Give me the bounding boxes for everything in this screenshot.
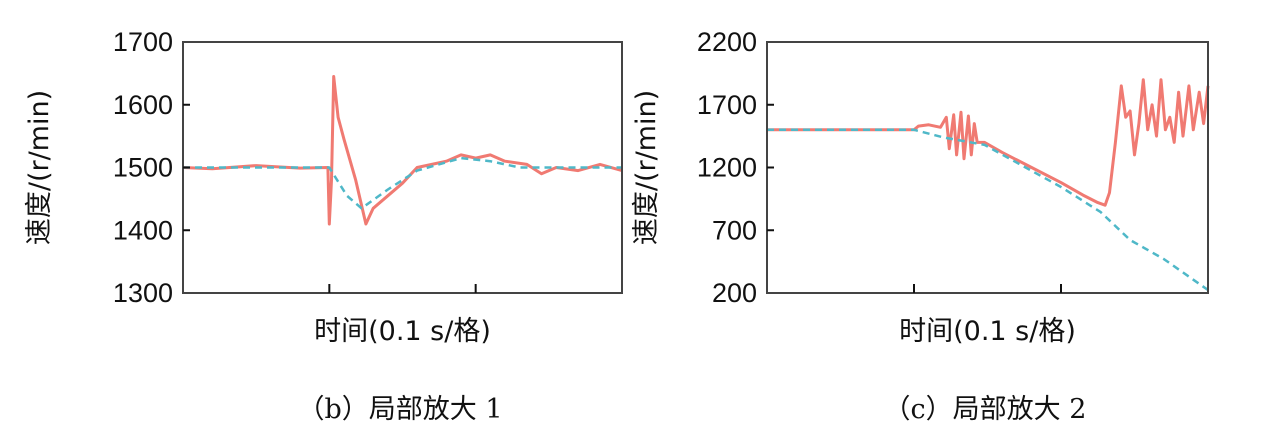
- series-line-reference: [183, 156, 622, 210]
- y-tick-label: 700: [712, 215, 757, 245]
- y-tick-label: 1600: [113, 90, 173, 120]
- y-tick-label: 1400: [113, 215, 173, 245]
- y-tick-label: 1500: [113, 153, 173, 183]
- x-axis-label: 时间(0.1 s/格): [314, 316, 491, 347]
- y-axis-label: 速度/(r/min): [24, 90, 55, 245]
- x-axis-label: 时间(0.1 s/格): [899, 316, 1076, 347]
- y-tick-label: 1700: [113, 27, 173, 57]
- series-line-measured: [182, 75, 623, 226]
- figure-caption: （b）局部放大 1: [297, 394, 502, 425]
- chart-1: 1300 1400 1500 1600 1700 时间(0.1 s/格) 速度/(r/min…: [24, 27, 623, 425]
- figure-caption: （c）局部放大 2: [884, 394, 1087, 425]
- y-tick-label: 1200: [697, 153, 757, 183]
- series-line-measured: [767, 78, 1210, 207]
- y-tick-label: 2200: [697, 27, 757, 57]
- y-tick-label: 200: [712, 278, 757, 308]
- series-line-reference: [767, 128, 1209, 292]
- y-tick-label: 1700: [697, 90, 757, 120]
- y-tick-label: 1300: [113, 278, 173, 308]
- chart-2: 200 700 1200 1700 2200 时间(0.1 s/格) 速度/(r/min) （…: [631, 27, 1210, 425]
- y-axis-label: 速度/(r/min): [631, 90, 662, 245]
